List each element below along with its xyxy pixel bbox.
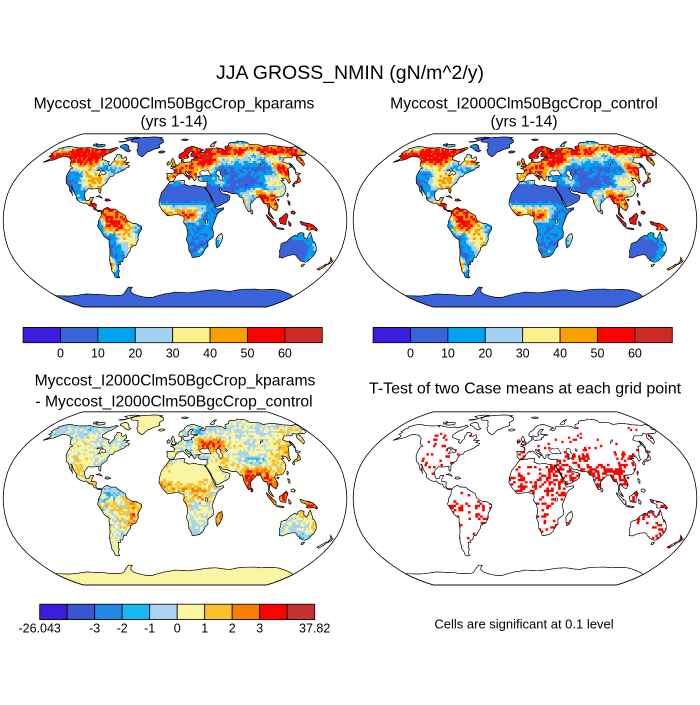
svg-text:0: 0 bbox=[174, 622, 181, 636]
svg-text:Cells are significant at 0.1 l: Cells are significant at 0.1 level bbox=[434, 616, 613, 631]
svg-text:(yrs 1-14): (yrs 1-14) bbox=[490, 114, 557, 131]
svg-text:50: 50 bbox=[241, 347, 255, 361]
svg-text:40: 40 bbox=[553, 347, 567, 361]
svg-text:10: 10 bbox=[91, 347, 105, 361]
svg-text:- Myccost_I2000Clm50BgcCrop_co: - Myccost_I2000Clm50BgcCrop_control bbox=[35, 393, 312, 410]
svg-text:10: 10 bbox=[441, 347, 455, 361]
svg-text:60: 60 bbox=[278, 347, 292, 361]
svg-text:Myccost_I2000Clm50BgcCrop_cont: Myccost_I2000Clm50BgcCrop_control bbox=[390, 96, 658, 113]
svg-text:20: 20 bbox=[478, 347, 492, 361]
svg-text:50: 50 bbox=[591, 347, 605, 361]
svg-text:3: 3 bbox=[256, 622, 263, 636]
svg-text:40: 40 bbox=[203, 347, 217, 361]
svg-text:2: 2 bbox=[229, 622, 236, 636]
svg-text:60: 60 bbox=[628, 347, 642, 361]
svg-text:0: 0 bbox=[57, 347, 64, 361]
svg-text:Myccost_I2000Clm50BgcCrop_kpar: Myccost_I2000Clm50BgcCrop_kparams bbox=[35, 373, 316, 390]
svg-text:Myccost_I2000Clm50BgcCrop_kpar: Myccost_I2000Clm50BgcCrop_kparams bbox=[34, 96, 315, 113]
svg-text:1: 1 bbox=[201, 622, 208, 636]
svg-text:T-Test of two Case means at ea: T-Test of two Case means at each grid po… bbox=[369, 381, 682, 398]
svg-text:(yrs 1-14): (yrs 1-14) bbox=[140, 114, 207, 131]
svg-text:20: 20 bbox=[128, 347, 142, 361]
svg-text:30: 30 bbox=[166, 347, 180, 361]
svg-text:-2: -2 bbox=[117, 622, 128, 636]
svg-text:-3: -3 bbox=[89, 622, 100, 636]
svg-text:-1: -1 bbox=[144, 622, 155, 636]
svg-text:-26.043: -26.043 bbox=[18, 622, 60, 636]
svg-text:JJA GROSS_NMIN (gN/m^2/y): JJA GROSS_NMIN (gN/m^2/y) bbox=[216, 62, 484, 84]
svg-text:37.82: 37.82 bbox=[299, 622, 330, 636]
svg-text:0: 0 bbox=[407, 347, 414, 361]
svg-text:30: 30 bbox=[516, 347, 530, 361]
